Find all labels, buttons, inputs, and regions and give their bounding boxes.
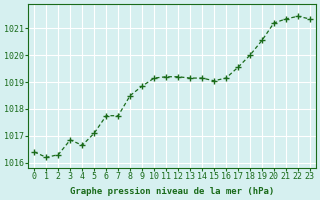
X-axis label: Graphe pression niveau de la mer (hPa): Graphe pression niveau de la mer (hPa) <box>70 187 274 196</box>
